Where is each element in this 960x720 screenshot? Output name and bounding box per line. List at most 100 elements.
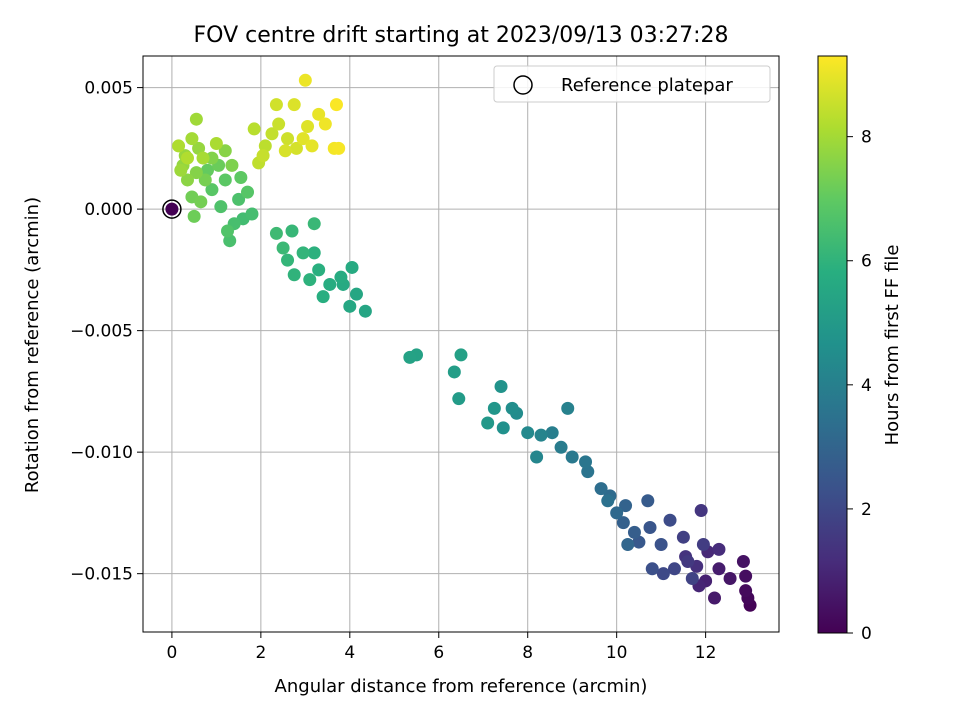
data-point — [694, 503, 708, 517]
y-tick-label: −0.010 — [70, 443, 133, 463]
data-point — [296, 132, 310, 146]
x-axis-label: Angular distance from reference (arcmin) — [275, 676, 648, 697]
data-point — [287, 98, 301, 112]
data-point — [285, 224, 299, 238]
data-point — [180, 173, 194, 187]
data-point — [281, 253, 295, 267]
data-point — [276, 241, 290, 255]
data-point — [681, 555, 695, 569]
plot-area — [143, 56, 779, 632]
data-point — [265, 127, 279, 141]
data-point — [645, 562, 659, 576]
data-point — [205, 183, 219, 197]
x-tick-label: 0 — [166, 643, 177, 663]
colorbar-tick-label: 8 — [861, 128, 872, 148]
legend-marker — [513, 75, 533, 95]
data-point — [534, 428, 548, 442]
data-point — [654, 538, 668, 552]
y-tick-label: −0.005 — [70, 322, 133, 342]
data-point — [712, 542, 726, 556]
data-point — [739, 569, 753, 583]
data-point — [278, 144, 292, 158]
data-point — [194, 195, 208, 209]
data-point — [332, 141, 346, 155]
data-point — [234, 171, 248, 185]
data-point — [189, 112, 203, 126]
data-point — [247, 122, 261, 136]
y-tick-label: 0.000 — [84, 200, 133, 220]
data-point — [334, 270, 348, 284]
x-axis-ticks: 0 2 4 6 8 10 12 — [166, 632, 716, 663]
data-point — [358, 304, 372, 318]
data-point — [545, 426, 559, 440]
data-point — [685, 572, 699, 586]
data-point — [345, 260, 359, 274]
colorbar-ticks: 0 2 4 6 8 — [847, 128, 872, 644]
data-point — [316, 290, 330, 304]
data-point — [287, 268, 301, 282]
legend-label: Reference platepar — [561, 75, 733, 96]
reference-marker-layer — [162, 199, 182, 219]
data-point — [174, 163, 188, 177]
data-point — [225, 158, 239, 172]
data-point — [272, 117, 286, 131]
data-point — [218, 144, 232, 158]
y-axis-ticks: 0.005 0.000 −0.005 −0.010 −0.015 — [70, 79, 143, 585]
data-point — [632, 535, 646, 549]
data-point — [232, 192, 246, 206]
data-point — [581, 465, 595, 479]
data-point — [318, 117, 332, 131]
data-point — [269, 226, 283, 240]
data-point — [487, 401, 501, 415]
data-point — [296, 246, 310, 260]
data-points — [172, 73, 757, 612]
data-point — [269, 98, 283, 112]
data-point — [739, 584, 753, 598]
y-tick-label: −0.015 — [70, 565, 133, 585]
data-point — [312, 263, 326, 277]
data-point — [180, 151, 194, 165]
data-point — [736, 555, 750, 569]
data-point — [223, 234, 237, 248]
data-point — [656, 567, 670, 581]
reference-platepar-marker — [162, 199, 182, 219]
data-point — [627, 525, 641, 539]
data-point — [643, 520, 657, 534]
data-point — [561, 401, 575, 415]
colorbar-tick-label: 6 — [861, 252, 872, 272]
x-tick-label: 4 — [344, 643, 355, 663]
data-point — [579, 455, 593, 469]
plot-frame — [142, 55, 780, 633]
data-point — [454, 348, 468, 362]
data-point — [281, 132, 295, 146]
data-point — [641, 494, 655, 508]
colorbar-frame — [817, 55, 848, 634]
data-point — [245, 207, 259, 221]
data-point — [196, 151, 210, 165]
x-tick-label: 6 — [433, 643, 444, 663]
data-point — [241, 185, 255, 199]
colorbar-tick-label: 2 — [861, 500, 872, 520]
data-point — [256, 149, 270, 163]
data-point — [205, 151, 219, 165]
y-axis-label: Rotation from reference (arcmin) — [22, 197, 43, 493]
data-point — [349, 287, 363, 301]
data-point — [452, 392, 466, 406]
data-point — [610, 506, 624, 520]
data-point — [403, 350, 417, 364]
data-point — [663, 513, 677, 527]
data-point — [594, 482, 608, 496]
data-point — [621, 538, 635, 552]
colorbar-tick-label: 4 — [861, 376, 872, 396]
x-tick-label: 12 — [695, 643, 717, 663]
data-point — [447, 365, 461, 379]
data-point — [218, 173, 232, 187]
data-point — [172, 139, 186, 153]
data-point — [307, 246, 321, 260]
data-point — [505, 401, 519, 415]
data-point — [214, 200, 228, 214]
data-point — [712, 562, 726, 576]
data-point — [723, 572, 737, 586]
data-point — [298, 73, 312, 87]
